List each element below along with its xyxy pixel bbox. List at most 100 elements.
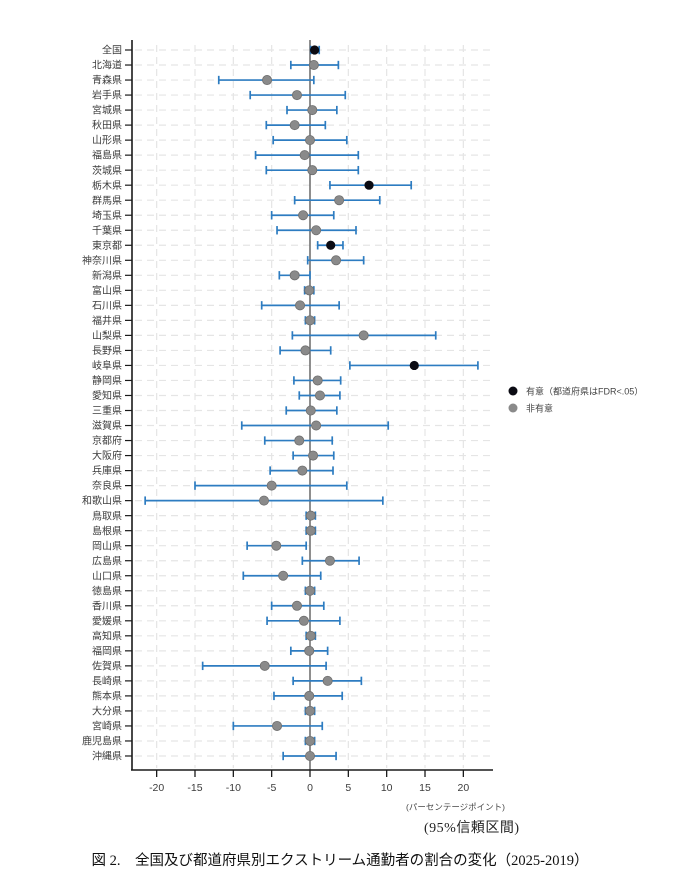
- row-label: 岐阜県: [92, 359, 122, 372]
- row-label: 佐賀県: [92, 660, 122, 672]
- row-label: 三重県: [92, 404, 122, 417]
- estimate-dot-nonsignificant: [307, 165, 318, 176]
- chart-row: [260, 300, 340, 311]
- estimate-dot-nonsignificant: [305, 405, 316, 416]
- row-label: 福井県: [92, 314, 122, 327]
- chart-row: [270, 600, 325, 611]
- chart-row: [270, 210, 335, 221]
- row-label: 沖縄県: [92, 750, 122, 763]
- row-label: 福島県: [92, 149, 122, 162]
- x-tick-label: 5: [345, 782, 351, 794]
- row-label: 山梨県: [92, 329, 122, 342]
- row-label: 長野県: [92, 345, 122, 357]
- estimate-dot-nonsignificant: [289, 270, 300, 281]
- chart-row: [278, 270, 311, 281]
- estimate-dot-nonsignificant: [312, 375, 323, 386]
- estimate-dot-nonsignificant: [304, 645, 315, 656]
- legend-label-sig: 有意（都道府県はFDR<.05）: [526, 385, 643, 396]
- estimate-dot-nonsignificant: [258, 495, 269, 506]
- row-label: 和歌山県: [82, 494, 122, 507]
- estimate-dot-nonsignificant: [305, 630, 316, 641]
- row-label: 埼玉県: [92, 209, 122, 222]
- estimate-dot-nonsignificant: [298, 615, 309, 626]
- x-tick-label: 0: [307, 782, 313, 794]
- estimate-dot-nonsignificant: [291, 90, 302, 101]
- estimate-dot-nonsignificant: [297, 465, 308, 476]
- row-label: 新潟県: [92, 269, 122, 282]
- x-tick-label: -10: [226, 782, 241, 794]
- x-tick-label: -15: [187, 782, 202, 794]
- estimate-dot-nonsignificant: [304, 735, 315, 746]
- estimate-dot-nonsignificant: [331, 255, 342, 266]
- chart-row: [254, 150, 360, 161]
- row-label: 群馬県: [92, 194, 122, 207]
- chart-row: [293, 375, 342, 386]
- chart-row: [273, 690, 344, 701]
- x-tick-label: 20: [457, 782, 469, 794]
- chart-row: [298, 390, 341, 401]
- legend-dot-sig: [508, 386, 518, 396]
- estimate-dot-nonsignificant: [300, 345, 311, 356]
- estimate-dot-nonsignificant: [308, 450, 319, 461]
- estimate-dot-nonsignificant: [358, 330, 369, 341]
- estimate-dot-nonsignificant: [294, 435, 305, 446]
- chart-row: [304, 585, 316, 596]
- estimate-dot-nonsignificant: [304, 135, 315, 146]
- x-tick-label: -5: [267, 782, 276, 794]
- row-label: 長崎県: [92, 674, 122, 687]
- chart-row: [316, 240, 344, 250]
- chart-row: [304, 735, 316, 746]
- estimate-dot-nonsignificant: [305, 525, 316, 536]
- estimate-dot-significant: [364, 180, 374, 190]
- estimate-dot-nonsignificant: [334, 195, 345, 206]
- chart-row: [201, 660, 327, 671]
- chart-row: [293, 195, 381, 206]
- row-label: 茨城県: [92, 164, 122, 177]
- chart-row: [306, 255, 365, 266]
- row-label: 大分県: [92, 705, 122, 718]
- chart-row: [240, 420, 390, 431]
- chart-row: [242, 570, 322, 581]
- chart-row: [292, 450, 335, 461]
- estimate-dot-nonsignificant: [305, 510, 316, 521]
- chart-row: [329, 180, 413, 190]
- chart-row: [144, 495, 384, 506]
- legend-label-ns: 非有意: [526, 402, 553, 413]
- chart-row: [282, 750, 337, 761]
- x-tick-label: 10: [381, 782, 393, 794]
- chart-row: [194, 480, 348, 491]
- chart-row: [304, 705, 316, 716]
- estimate-dot-nonsignificant: [311, 225, 322, 236]
- chart-row: [285, 405, 338, 416]
- chart-row: [304, 315, 316, 326]
- chart-row: [305, 510, 317, 521]
- figure-caption: 図 2. 全国及び都道府県別エクストリーム通勤者の割合の変化（2025-2019…: [91, 853, 589, 869]
- row-label: 静岡県: [92, 374, 122, 387]
- row-label: 高知県: [92, 629, 122, 642]
- chart-row: [266, 615, 341, 626]
- estimate-dot-nonsignificant: [308, 60, 319, 71]
- row-label: 宮城県: [92, 104, 122, 117]
- row-label: 福岡県: [92, 644, 122, 657]
- row-label: 青森県: [92, 74, 122, 87]
- row-label: 愛媛県: [92, 614, 122, 627]
- estimate-dot-nonsignificant: [289, 120, 300, 131]
- row-label: 愛知県: [92, 389, 122, 402]
- chart-row: [272, 135, 348, 146]
- chart-row: [249, 90, 347, 101]
- estimate-dot-nonsignificant: [311, 420, 322, 431]
- legend-dot-ns: [508, 403, 518, 413]
- chart-row: [232, 720, 324, 731]
- row-label: 兵庫県: [92, 464, 122, 477]
- estimate-dot-nonsignificant: [322, 675, 333, 686]
- row-label: 鳥取県: [92, 509, 122, 522]
- chart-row: [279, 345, 332, 356]
- estimate-dot-significant: [310, 45, 320, 55]
- chart-row: [301, 555, 360, 566]
- x-tick-label: -20: [149, 782, 164, 794]
- row-label: 山形県: [92, 135, 122, 147]
- estimate-dot-nonsignificant: [291, 600, 302, 611]
- chart-row: [305, 630, 317, 641]
- estimate-dot-nonsignificant: [304, 585, 315, 596]
